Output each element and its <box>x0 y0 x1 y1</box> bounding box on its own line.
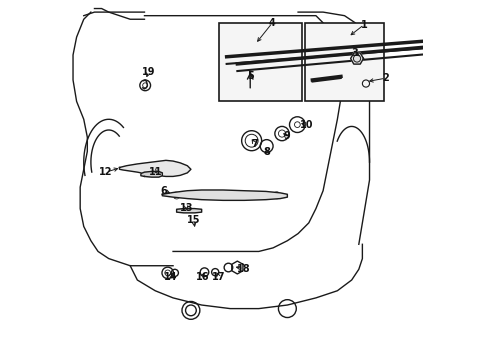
Bar <box>305 23 383 102</box>
Text: 19: 19 <box>142 67 155 77</box>
Text: 3: 3 <box>351 48 358 58</box>
Polygon shape <box>162 190 287 201</box>
Text: 11: 11 <box>149 167 163 177</box>
Polygon shape <box>350 53 363 64</box>
Text: 9: 9 <box>283 131 289 141</box>
Text: 15: 15 <box>186 215 200 225</box>
Text: 7: 7 <box>251 139 257 149</box>
Bar <box>165 163 176 168</box>
Text: 1: 1 <box>360 19 367 30</box>
Text: 12: 12 <box>99 167 112 177</box>
Polygon shape <box>141 171 162 177</box>
Polygon shape <box>119 160 190 176</box>
Bar <box>137 164 148 169</box>
Bar <box>219 23 301 102</box>
Text: 16: 16 <box>195 272 209 282</box>
Polygon shape <box>176 208 201 213</box>
Text: 17: 17 <box>212 272 225 282</box>
Text: 2: 2 <box>382 73 388 83</box>
Text: 13: 13 <box>180 203 193 213</box>
Text: 5: 5 <box>247 71 254 81</box>
Text: 10: 10 <box>300 120 313 130</box>
Text: 6: 6 <box>161 186 167 196</box>
Text: 4: 4 <box>268 18 275 28</box>
Text: 8: 8 <box>263 147 269 157</box>
Text: 18: 18 <box>237 264 250 274</box>
Bar <box>151 163 162 168</box>
Text: 14: 14 <box>163 272 177 282</box>
